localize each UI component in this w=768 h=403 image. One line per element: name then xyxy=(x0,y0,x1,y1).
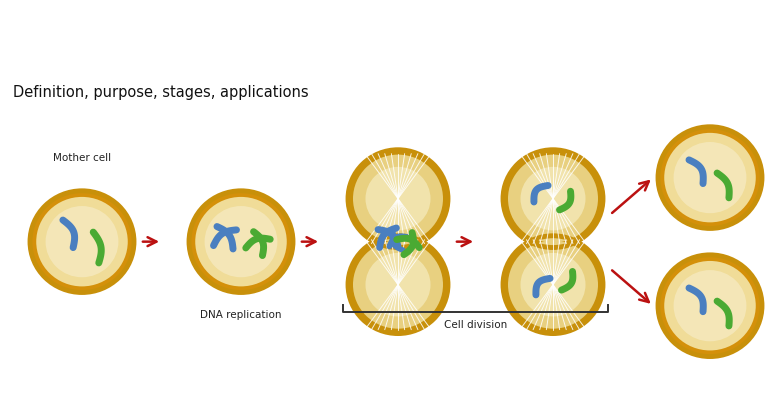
Circle shape xyxy=(36,197,127,287)
Circle shape xyxy=(366,167,431,231)
Circle shape xyxy=(521,253,585,316)
Circle shape xyxy=(366,253,431,316)
Circle shape xyxy=(204,206,277,277)
Circle shape xyxy=(45,206,118,277)
Circle shape xyxy=(503,150,603,247)
Circle shape xyxy=(348,236,448,334)
Text: Definition, purpose, stages, applications: Definition, purpose, stages, application… xyxy=(13,85,309,100)
Circle shape xyxy=(353,241,443,329)
Circle shape xyxy=(658,127,762,229)
Circle shape xyxy=(508,241,598,329)
Circle shape xyxy=(674,270,746,341)
Circle shape xyxy=(521,167,585,231)
Text: Mitosis: Mitosis xyxy=(14,22,170,60)
Circle shape xyxy=(189,191,293,293)
Text: Mother cell: Mother cell xyxy=(53,154,111,164)
Circle shape xyxy=(658,255,762,357)
Circle shape xyxy=(674,142,746,213)
Circle shape xyxy=(508,155,598,243)
Circle shape xyxy=(30,191,134,293)
Text: DNA replication: DNA replication xyxy=(200,310,282,320)
Circle shape xyxy=(195,197,286,287)
Circle shape xyxy=(348,150,448,247)
Circle shape xyxy=(664,261,756,351)
Text: Cell division: Cell division xyxy=(444,320,507,330)
Circle shape xyxy=(353,155,443,243)
Circle shape xyxy=(664,133,756,222)
Circle shape xyxy=(503,236,603,334)
